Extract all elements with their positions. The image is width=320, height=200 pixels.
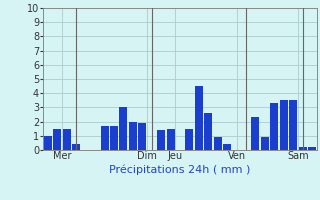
- Bar: [270, 103, 278, 150]
- Bar: [100, 126, 108, 150]
- X-axis label: Précipitations 24h ( mm ): Précipitations 24h ( mm ): [109, 164, 251, 175]
- Bar: [308, 147, 316, 150]
- Bar: [166, 129, 175, 150]
- Bar: [110, 126, 118, 150]
- Bar: [53, 129, 61, 150]
- Bar: [44, 136, 52, 150]
- Bar: [214, 137, 222, 150]
- Bar: [129, 122, 137, 150]
- Bar: [138, 123, 146, 150]
- Bar: [119, 107, 127, 150]
- Bar: [252, 117, 260, 150]
- Bar: [204, 113, 212, 150]
- Bar: [195, 86, 203, 150]
- Bar: [185, 129, 194, 150]
- Bar: [63, 129, 71, 150]
- Bar: [299, 147, 307, 150]
- Bar: [261, 137, 269, 150]
- Bar: [280, 100, 288, 150]
- Bar: [223, 144, 231, 150]
- Bar: [157, 130, 165, 150]
- Bar: [289, 100, 297, 150]
- Bar: [72, 144, 80, 150]
